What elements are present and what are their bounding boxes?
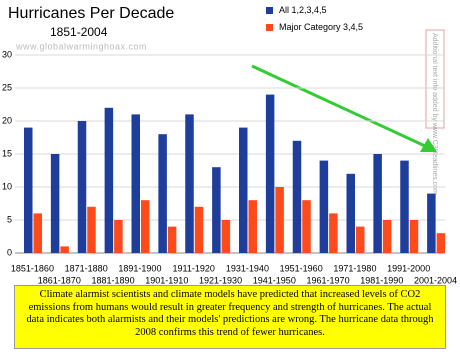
legend-item: All 1,2,3,4,5 <box>266 5 389 16</box>
bar <box>24 127 33 253</box>
x-tick-label: 1971-1980 <box>333 263 376 273</box>
x-tick-label: 1861-1870 <box>38 275 81 285</box>
arrow-head <box>420 138 437 152</box>
bar <box>77 121 87 253</box>
bar <box>239 127 248 253</box>
side-note: Additional text info added by www.C3Head… <box>431 33 438 195</box>
bar <box>292 140 302 253</box>
bar <box>33 213 42 253</box>
chart-subtitle: 1851-2004 <box>50 25 108 39</box>
x-tick-label: 1911-1920 <box>173 263 215 273</box>
x-tick-label: 1871-1880 <box>65 263 108 273</box>
bar <box>185 114 194 254</box>
legend-swatch <box>266 24 273 31</box>
chart-title: Hurricanes Per Decade <box>8 5 174 22</box>
bar <box>50 154 60 253</box>
x-tick-label: 1951-1960 <box>280 263 323 273</box>
x-tick-label: 1881-1890 <box>92 275 135 285</box>
bar <box>60 246 69 253</box>
legend-swatch <box>266 7 273 14</box>
bar <box>275 187 284 253</box>
bar <box>329 213 338 253</box>
y-tick-label: 0 <box>7 247 12 257</box>
bar <box>400 160 409 253</box>
bar <box>158 134 167 253</box>
trend-arrow <box>251 64 426 148</box>
bar <box>382 220 392 253</box>
bar <box>346 173 355 253</box>
bar <box>265 94 275 253</box>
legend-label: Major Category 3,4,5 <box>279 22 364 32</box>
x-tick-label: 1961-1970 <box>307 275 350 285</box>
y-tick-label: 15 <box>2 148 12 158</box>
bar <box>167 226 177 253</box>
watermark: www.globalwarminghoax.com <box>15 41 147 51</box>
bar <box>302 200 311 253</box>
x-tick-label: 1931-1940 <box>226 263 269 273</box>
annotation-box: Climate alarmist scientists and climate … <box>14 285 446 349</box>
x-tick-label: 1891-1900 <box>118 263 161 273</box>
x-tick-label: 1991-2000 <box>387 263 430 273</box>
y-tick-label: 25 <box>2 82 12 92</box>
y-tick-label: 10 <box>2 181 12 191</box>
x-tick-label: 1981-1990 <box>360 275 403 285</box>
bar <box>104 107 114 253</box>
bar <box>409 220 419 253</box>
legend: All 1,2,3,4,5 Major Category 3,4,5 <box>266 5 389 39</box>
bar <box>427 193 436 253</box>
legend-item: Major Category 3,4,5 <box>266 22 389 33</box>
bar <box>194 206 204 253</box>
x-tick-label: 1851-1860 <box>11 263 54 273</box>
bar <box>131 114 140 254</box>
y-tick-label: 20 <box>2 115 12 125</box>
y-tick-label: 30 <box>2 49 12 59</box>
x-tick-label: 1901-1910 <box>145 275 188 285</box>
bar <box>141 200 150 253</box>
y-tick-label: 5 <box>7 214 12 224</box>
bar <box>114 220 123 253</box>
x-tick-label: 2001-2004 <box>414 275 457 285</box>
bar <box>87 206 96 253</box>
bar <box>356 226 365 253</box>
bar <box>212 167 221 253</box>
legend-label: All 1,2,3,4,5 <box>279 5 327 15</box>
bar <box>373 154 382 253</box>
bar <box>319 160 329 253</box>
bar <box>221 220 231 253</box>
x-tick-label: 1921-1930 <box>199 275 242 285</box>
bar <box>436 233 446 253</box>
bar <box>248 200 257 253</box>
x-tick-label: 1941-1950 <box>253 275 296 285</box>
